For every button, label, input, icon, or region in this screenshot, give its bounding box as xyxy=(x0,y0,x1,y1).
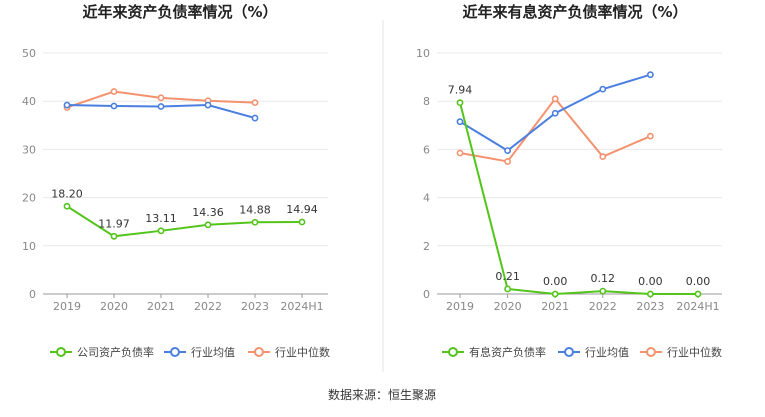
legend-label: 行业均值 xyxy=(191,346,235,359)
data-label: 0.12 xyxy=(591,272,616,285)
legend-item-0[interactable]: 有息资产负债率 xyxy=(442,345,546,359)
x-tick-label: 2022 xyxy=(194,300,222,313)
data-point xyxy=(599,153,607,161)
chart-title: 近年来资产负债率情况（%） xyxy=(82,3,277,21)
data-point xyxy=(251,114,259,122)
data-point xyxy=(647,132,654,140)
legend-marker xyxy=(564,347,574,357)
legend-marker xyxy=(646,347,656,357)
legend-item-2[interactable]: 行业中位数 xyxy=(640,345,722,359)
legend-item-1[interactable]: 行业均值 xyxy=(558,346,629,359)
data-label: 0.00 xyxy=(638,275,663,288)
data-point xyxy=(599,85,607,93)
data-point xyxy=(599,287,607,295)
legend-marker xyxy=(448,347,458,357)
data-point xyxy=(157,227,165,235)
data-point xyxy=(63,202,71,210)
data-point xyxy=(251,218,259,226)
x-tick-label: 2021 xyxy=(147,300,175,313)
data-point xyxy=(504,285,511,293)
x-tick-label: 2021 xyxy=(541,300,569,313)
y-tick-label: 2 xyxy=(423,240,430,253)
legend-item-0[interactable]: 公司资产负债率 xyxy=(50,345,154,359)
data-point xyxy=(63,101,71,109)
series-line-2 xyxy=(459,97,651,163)
legend-marker xyxy=(56,347,66,357)
x-tick-label: 2024H1 xyxy=(280,300,323,313)
series-line-0 xyxy=(66,205,303,238)
legend-label: 行业中位数 xyxy=(275,345,330,359)
y-tick-label: 50 xyxy=(22,47,36,60)
legend-item-1[interactable]: 行业均值 xyxy=(164,346,235,359)
y-tick-label: 0 xyxy=(29,288,36,301)
y-tick-label: 40 xyxy=(22,95,36,108)
data-label: 13.11 xyxy=(145,212,177,225)
legend-label: 行业均值 xyxy=(585,346,629,359)
data-label: 7.94 xyxy=(448,84,473,97)
data-point xyxy=(110,88,118,95)
data-label: 14.36 xyxy=(192,206,224,219)
data-point xyxy=(647,71,654,79)
legend-marker xyxy=(170,347,180,357)
x-tick-label: 2019 xyxy=(53,300,81,313)
data-label: 11.97 xyxy=(98,217,130,230)
y-tick-label: 10 xyxy=(22,240,36,253)
chart-total-debt-ratio: 近年来资产负债率情况（%） 0 10 20 30 40 50 2019 2020 2021 2022… xyxy=(22,3,330,359)
y-tick-label: 10 xyxy=(416,47,430,60)
x-tick-label: 2023 xyxy=(241,300,269,313)
data-point xyxy=(647,290,654,298)
y-tick-label: 20 xyxy=(22,192,36,205)
source-note: 数据来源：恒生聚源 xyxy=(328,387,436,402)
x-tick-label: 2020 xyxy=(494,300,522,313)
x-tick-label: 2019 xyxy=(446,300,474,313)
data-point xyxy=(157,103,165,110)
data-point xyxy=(551,95,559,103)
data-label: 0.00 xyxy=(686,275,711,288)
data-label: 14.94 xyxy=(286,203,318,216)
data-point xyxy=(694,290,702,298)
chart-title: 近年来有息资产负债率情况（%） xyxy=(462,3,687,21)
data-point xyxy=(551,290,559,298)
y-tick-label: 6 xyxy=(423,143,430,156)
data-point xyxy=(110,232,118,240)
data-point xyxy=(456,99,464,107)
data-point xyxy=(456,118,464,126)
data-point xyxy=(504,158,511,165)
x-tick-label: 2024H1 xyxy=(676,300,719,313)
data-point xyxy=(157,94,165,102)
data-point xyxy=(551,109,559,117)
x-tick-label: 2022 xyxy=(589,300,617,313)
legend-label: 公司资产负债率 xyxy=(77,345,154,359)
x-tick-label: 2020 xyxy=(100,300,128,313)
data-point xyxy=(110,102,118,110)
data-label: 0.21 xyxy=(495,270,520,283)
legend-item-2[interactable]: 行业中位数 xyxy=(248,345,330,359)
y-tick-label: 30 xyxy=(22,143,36,156)
data-point xyxy=(251,99,259,107)
series-line-0 xyxy=(459,102,698,296)
y-tick-label: 4 xyxy=(423,192,430,205)
legend-label: 有息资产负债率 xyxy=(469,345,546,359)
x-tick-label: 2023 xyxy=(636,300,664,313)
data-label: 0.00 xyxy=(543,275,568,288)
legend-marker xyxy=(254,347,264,357)
data-point xyxy=(456,149,464,157)
data-point xyxy=(504,147,511,155)
data-point xyxy=(204,221,212,229)
y-tick-label: 0 xyxy=(423,288,430,301)
data-point xyxy=(298,218,306,226)
chart-interest-bearing-debt-ratio: 近年来有息资产负债率情况（%） 0 2 4 6 8 10 2019 2020 2021 2022 20… xyxy=(416,3,722,359)
data-point xyxy=(204,101,212,109)
data-label: 18.20 xyxy=(51,187,83,200)
data-label: 14.88 xyxy=(239,203,271,216)
y-tick-label: 8 xyxy=(423,95,430,108)
legend-label: 行业中位数 xyxy=(667,345,722,359)
